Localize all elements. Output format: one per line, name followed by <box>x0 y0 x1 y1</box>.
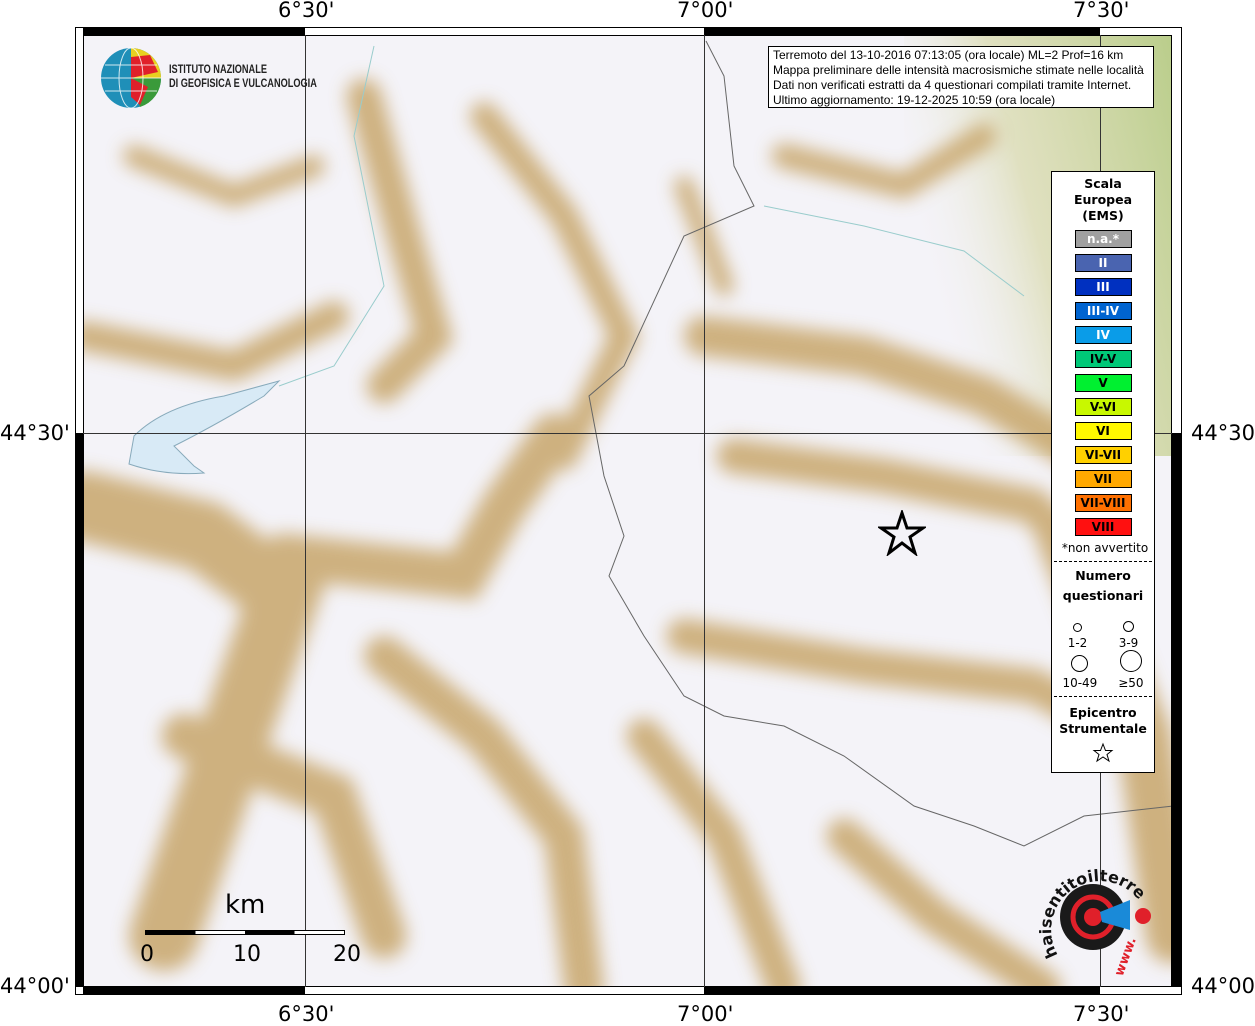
ingv-line2: DI GEOFISICA E VULCANOLOGIA <box>169 78 317 90</box>
epicenter-title: Epicentro <box>1069 705 1137 720</box>
legend-title: Europea <box>1073 192 1133 207</box>
intensity-swatch: III <box>1074 278 1132 296</box>
lon-label: 7°00' <box>677 0 734 22</box>
intensity-swatch: VI <box>1074 422 1132 440</box>
intensity-swatch: VI-VII <box>1074 446 1132 464</box>
count-1-2: 1-2 <box>1067 617 1088 650</box>
epicenter-title: Strumentale <box>1059 721 1147 736</box>
epicenter-star-icon[interactable] <box>878 510 926 556</box>
lat-label: 44°30' <box>0 421 70 445</box>
lat-label: 44°00' <box>1191 974 1255 998</box>
ingv-line1: ISTITUTO NAZIONALE <box>169 64 267 76</box>
intensity-scale: n.a.* II III III-IV IV IV-V V V-VI VI VI-VII VII VI… <box>1052 230 1154 536</box>
scale-unit: km <box>225 890 266 920</box>
intensity-swatch: VII-VIII <box>1074 494 1132 512</box>
gridline <box>83 433 1172 434</box>
count-label: 3-9 <box>1118 636 1139 650</box>
ingv-globe-logo <box>101 47 162 109</box>
circle-large-icon <box>1119 650 1142 672</box>
circle-small-icon <box>1072 623 1082 632</box>
lon-label: 6°30' <box>278 0 335 22</box>
scale-tick: 20 <box>333 942 361 967</box>
lon-label: 7°00' <box>677 1002 734 1026</box>
frame-bar <box>1172 433 1181 987</box>
legend-note: *non avvertito <box>1061 541 1149 555</box>
circle-small-icon <box>1122 621 1134 632</box>
intensity-swatch: II <box>1074 254 1132 272</box>
info-line: Ultimo aggiornamento: 19-12-2025 10:59 (… <box>773 93 1056 107</box>
lat-label: 44°00' <box>0 974 70 998</box>
frame-bar <box>76 433 83 987</box>
count-50: ≥50 <box>1118 650 1144 690</box>
frame-bar <box>704 28 1100 35</box>
count-label: 1-2 <box>1067 636 1088 650</box>
scale-tick: 0 <box>140 942 154 967</box>
count-10-49: 10-49 <box>1062 655 1097 690</box>
lat-label: 44°30' <box>1191 421 1255 445</box>
scale-tick: 10 <box>233 942 261 967</box>
intensity-swatch: VII <box>1074 470 1132 488</box>
intensity-swatch: IV <box>1074 326 1132 344</box>
intensity-swatch: III-IV <box>1074 302 1132 320</box>
star-icon <box>1092 742 1114 763</box>
svg-text:www.: www. <box>1112 935 1140 975</box>
event-info-box: Terremoto del 13-10-2016 07:13:05 (ora l… <box>768 46 1154 108</box>
hsit-logo: haisentitoilterremoto.it www. <box>1030 850 1151 975</box>
info-line: Mappa preliminare delle intensità macros… <box>773 63 1144 77</box>
intensity-swatch: VIII <box>1074 518 1132 536</box>
frame-bar <box>83 987 305 994</box>
frame-bar <box>83 28 305 35</box>
legend-title: Scala <box>1084 176 1122 191</box>
info-line: Dati non verificati estratti da 4 questi… <box>773 78 1132 92</box>
count-label: ≥50 <box>1118 676 1144 690</box>
divider <box>1054 561 1152 562</box>
terrain <box>84 36 1171 986</box>
gridline <box>305 35 306 987</box>
ingv-name: ISTITUTO NAZIONALE DI GEOFISICA E VULCAN… <box>169 63 317 91</box>
intensity-swatch: IV-V <box>1074 350 1132 368</box>
legend: Scala Europea (EMS) n.a.* II III III-IV IV IV… <box>1051 171 1155 773</box>
intensity-swatch: V <box>1074 374 1132 392</box>
info-line: Terremoto del 13-10-2016 07:13:05 (ora l… <box>773 48 1124 62</box>
lon-label: 7°30' <box>1073 0 1130 22</box>
circle-medium-icon <box>1071 655 1089 672</box>
divider <box>1054 696 1152 697</box>
lon-label: 7°30' <box>1073 1002 1130 1026</box>
scale-ruler <box>145 930 345 935</box>
intensity-swatch: n.a.* <box>1074 230 1132 248</box>
intensity-map[interactable] <box>83 35 1172 987</box>
count-3-9: 3-9 <box>1118 617 1139 650</box>
legend-title: (EMS) <box>1082 208 1124 223</box>
gridline <box>704 35 705 987</box>
count-title: questionari <box>1062 588 1144 603</box>
lon-label: 6°30' <box>278 1002 335 1026</box>
count-title: Numero <box>1075 568 1131 583</box>
frame-bar <box>704 987 1100 994</box>
intensity-swatch: V-VI <box>1074 398 1132 416</box>
count-label: 10-49 <box>1062 676 1098 690</box>
